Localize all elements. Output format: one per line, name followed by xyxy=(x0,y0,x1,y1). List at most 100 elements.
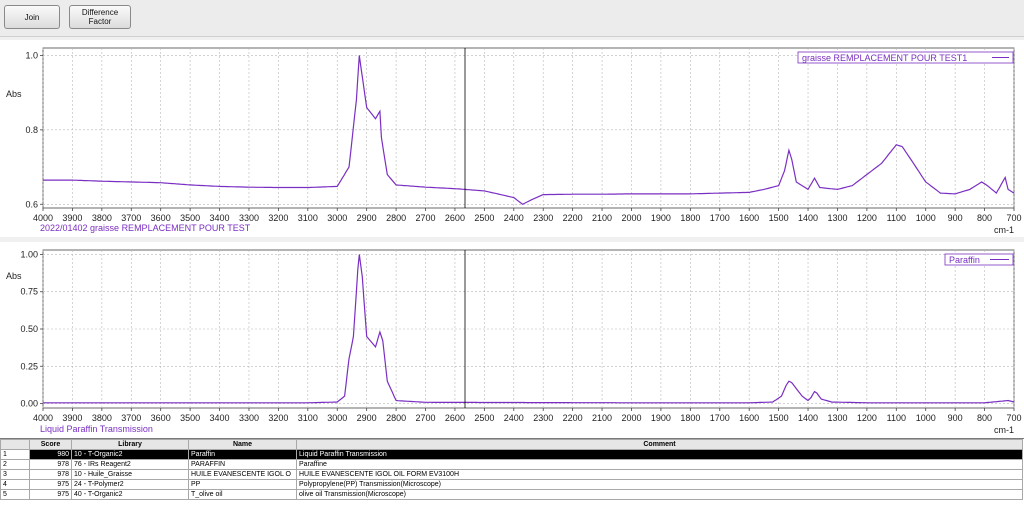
x-tick-label: 1500 xyxy=(769,413,789,423)
x-tick-label: 2300 xyxy=(533,413,553,423)
row-score: 975 xyxy=(29,479,72,490)
query-spectrum-chart[interactable]: 4000 3900 3800 3700 3600 3500 3400 3300 3200 3100… xyxy=(0,40,1024,237)
x-tick-label: 3800 xyxy=(92,413,112,423)
row-index: 4 xyxy=(0,479,30,490)
x-tick-label: 2500 xyxy=(474,413,494,423)
x-tick-label: 700 xyxy=(1006,413,1021,423)
y-tick-label: 0.00 xyxy=(20,399,38,409)
x-tick-label: 3600 xyxy=(151,213,171,223)
x-tick-label: 4000 xyxy=(33,213,53,223)
row-index: 1 xyxy=(0,449,30,460)
x-axis-unit: cm-1 xyxy=(994,425,1014,435)
x-tick-label: 3900 xyxy=(62,213,82,223)
x-tick-label: 2700 xyxy=(415,413,435,423)
row-library: 10 - T-Organic2 xyxy=(71,449,189,460)
table-row[interactable]: 2 978 76 - IRs Reagent2 PARAFFIN Paraffi… xyxy=(0,459,1023,470)
y-tick-label: 0.8 xyxy=(25,125,38,135)
row-comment: Liquid Paraffin Transmission xyxy=(296,449,1023,460)
row-library: 24 - T-Polymer2 xyxy=(71,479,189,490)
spectrum-caption: 2022/01402 graisse REMPLACEMENT POUR TES… xyxy=(40,223,251,233)
y-axis-ticks: 1.0 0.8 0.6 xyxy=(25,50,43,209)
x-tick-label: 2400 xyxy=(504,413,524,423)
x-tick-label: 1900 xyxy=(651,213,671,223)
x-tick-label: 2600 xyxy=(445,413,465,423)
x-tick-label: 1400 xyxy=(798,413,818,423)
difference-factor-button[interactable]: Difference Factor xyxy=(69,5,131,29)
legend-label: Paraffin xyxy=(949,255,980,265)
x-tick-label: 1700 xyxy=(710,213,730,223)
table-row[interactable]: 5 975 40 - T-Organic2 T_olive oil olive … xyxy=(0,489,1023,500)
row-score: 975 xyxy=(29,489,72,500)
row-index: 3 xyxy=(0,469,30,480)
x-tick-label: 1600 xyxy=(739,213,759,223)
x-tick-label: 900 xyxy=(948,213,963,223)
row-name: PP xyxy=(188,479,297,490)
y-tick-label: 0.75 xyxy=(20,287,38,297)
y-tick-label: 0.50 xyxy=(20,324,38,334)
join-button[interactable]: Join xyxy=(4,5,60,29)
x-tick-label: 3700 xyxy=(121,213,141,223)
x-tick-label: 3500 xyxy=(180,413,200,423)
x-tick-label: 1300 xyxy=(827,213,847,223)
row-score: 978 xyxy=(29,469,72,480)
chart-grid xyxy=(42,249,1015,409)
x-tick-label: 700 xyxy=(1006,213,1021,223)
header-index[interactable] xyxy=(0,439,30,450)
x-tick-label: 3200 xyxy=(268,213,288,223)
x-tick-label: 2500 xyxy=(474,213,494,223)
y-tick-label: 0.6 xyxy=(25,199,38,209)
x-tick-label: 2000 xyxy=(621,213,641,223)
table-row[interactable]: 1 980 10 - T-Organic2 Paraffin Liquid Pa… xyxy=(0,449,1023,460)
row-comment: Polypropylene(PP) Transmission(Microscop… xyxy=(296,479,1023,490)
x-tick-label: 900 xyxy=(948,413,963,423)
x-tick-label: 1400 xyxy=(798,213,818,223)
x-tick-label: 1700 xyxy=(710,413,730,423)
row-library: 40 - T-Organic2 xyxy=(71,489,189,500)
row-score: 980 xyxy=(29,449,72,460)
x-tick-label: 3100 xyxy=(298,413,318,423)
row-name: PARAFFIN xyxy=(188,459,297,470)
x-tick-label: 2900 xyxy=(357,413,377,423)
x-tick-label: 1100 xyxy=(887,213,906,223)
library-spectrum-chart[interactable]: 4000 3900 3800 3700 3600 3500 3400 3300 3200 3100… xyxy=(0,242,1024,438)
x-tick-label: 3600 xyxy=(151,413,171,423)
header-comment[interactable]: Comment xyxy=(296,439,1023,450)
x-tick-label: 3000 xyxy=(327,413,347,423)
x-tick-label: 800 xyxy=(977,413,992,423)
legend-box xyxy=(797,51,1014,64)
y-tick-label: 1.0 xyxy=(25,50,38,60)
table-row[interactable]: 4 975 24 - T-Polymer2 PP Polypropylene(P… xyxy=(0,479,1023,490)
legend-box xyxy=(944,253,1014,266)
row-library: 10 - Huile_Graisse xyxy=(71,469,189,480)
x-tick-label: 1600 xyxy=(739,413,759,423)
header-library[interactable]: Library xyxy=(71,439,189,450)
x-tick-label: 2300 xyxy=(533,213,553,223)
header-score[interactable]: Score xyxy=(29,439,72,450)
row-library: 76 - IRs Reagent2 xyxy=(71,459,189,470)
x-axis-unit: cm-1 xyxy=(994,225,1014,235)
x-tick-label: 1000 xyxy=(916,413,936,423)
row-score: 978 xyxy=(29,459,72,470)
x-tick-label: 4000 xyxy=(33,413,53,423)
row-comment: HUILE EVANESCENTE IGOL OIL FORM EV3100H xyxy=(296,469,1023,480)
x-tick-label: 3300 xyxy=(239,413,259,423)
x-tick-label: 2100 xyxy=(592,413,612,423)
x-tick-label: 800 xyxy=(977,213,992,223)
x-tick-label: 3400 xyxy=(210,413,230,423)
header-name[interactable]: Name xyxy=(188,439,297,450)
table-row[interactable]: 3 978 10 - Huile_Graisse HUILE EVANESCEN… xyxy=(0,469,1023,480)
chart-grid xyxy=(42,47,1015,209)
x-tick-label: 1900 xyxy=(651,413,671,423)
x-tick-label: 3700 xyxy=(121,413,141,423)
row-name: HUILE EVANESCENTE IGOL O xyxy=(188,469,297,480)
x-axis-ticks: 4000 3900 3800 3700 3600 3500 3400 3300 3200 3100… xyxy=(33,208,1022,223)
x-tick-label: 2900 xyxy=(357,213,377,223)
x-tick-label: 1000 xyxy=(916,213,936,223)
row-comment: Paraffine xyxy=(296,459,1023,470)
search-results-table[interactable]: Score Library Name Comment 1 980 10 - T-… xyxy=(0,438,1024,508)
plot-frame xyxy=(42,47,1015,209)
x-tick-label: 1800 xyxy=(680,213,700,223)
row-name: Paraffin xyxy=(188,449,297,460)
x-tick-label: 1500 xyxy=(769,213,789,223)
x-tick-label: 1100 xyxy=(887,413,906,423)
